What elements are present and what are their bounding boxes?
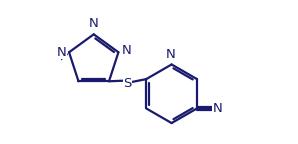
Text: N: N xyxy=(165,48,175,61)
Text: S: S xyxy=(123,77,132,90)
Text: N: N xyxy=(122,44,132,57)
Text: N: N xyxy=(56,46,66,59)
Text: N: N xyxy=(89,17,99,30)
Text: N: N xyxy=(213,102,223,115)
